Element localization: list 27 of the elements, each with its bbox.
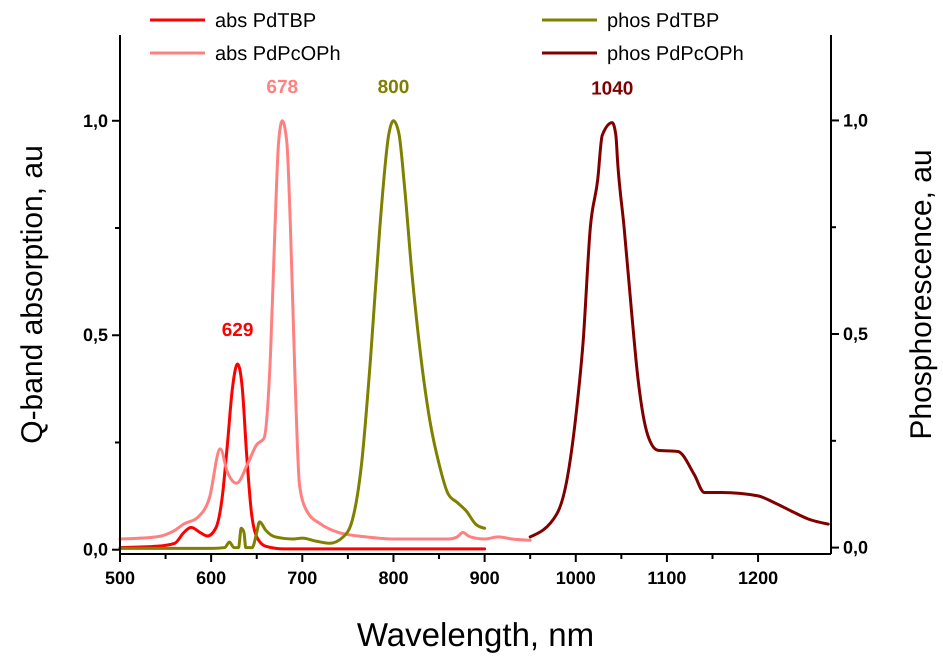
y2-tick-label: 0,5 [843,324,868,344]
x-tick-label: 800 [378,568,408,588]
annotation: 800 [378,76,410,98]
x-tick-label: 1200 [738,568,778,588]
x-tick-label: 500 [104,568,136,588]
y2-axis-title: Phosphorescence, au [905,149,938,440]
y-tick-label: 0,5 [82,325,108,346]
legend-label: abs PdTBP [215,10,316,32]
annotation: 629 [222,320,254,341]
x-tick-label: 1100 [647,568,686,588]
x-tick-label: 600 [196,568,226,588]
legend-label: phos PdPcOPh [607,43,744,65]
y2-tick-label: 0,0 [843,538,868,558]
legend-label: phos PdTBP [607,10,720,32]
x-tick-label: 1000 [556,568,596,588]
line-series [118,362,486,550]
legend-label: abs PdPcOPh [215,43,341,65]
line-series [528,121,830,538]
x-tick-label: 700 [287,568,318,588]
x-tick-label: 900 [470,568,500,588]
annotation: 678 [266,76,298,98]
y-axis-title: Q-band absorption, au [16,145,49,444]
x-axis-title: Wavelength, nm [356,616,594,653]
annotation: 1040 [591,78,634,100]
y-tick-label: 1,0 [82,110,108,131]
y-tick-label: 0,0 [82,540,108,560]
y2-tick-label: 1,0 [843,110,868,130]
